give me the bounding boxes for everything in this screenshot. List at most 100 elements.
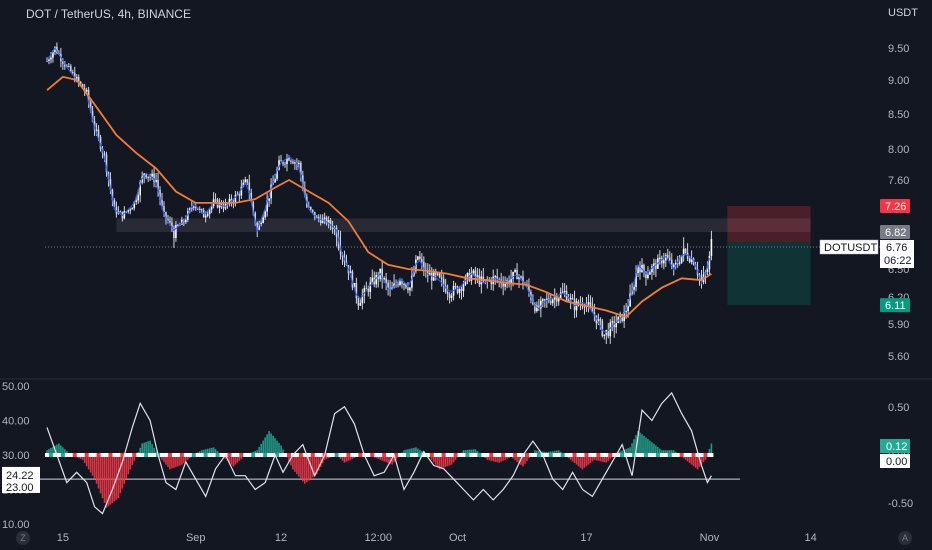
zero-line-marker: [691, 453, 696, 457]
candle-body: [280, 160, 282, 162]
symbol-tag-label: DOTUSDT: [824, 242, 877, 254]
candle-body: [365, 288, 368, 290]
candle-body: [637, 266, 639, 274]
zero-line-marker: [394, 453, 399, 457]
osc-left-tick-label: 40.00: [2, 416, 30, 428]
candle-body: [635, 273, 637, 287]
candle-body: [512, 271, 514, 279]
zero-line-marker: [191, 453, 196, 457]
candle-body: [81, 84, 84, 89]
price-tick-label: 5.60: [888, 351, 909, 363]
candle-body: [79, 81, 82, 85]
candle-body: [690, 258, 693, 263]
candle-body: [167, 218, 169, 221]
candle-body: [135, 200, 138, 202]
zero-line-marker: [334, 453, 339, 457]
fast-ma-line: [46, 46, 710, 334]
candle-body: [105, 154, 108, 173]
zero-line-marker: [72, 453, 77, 457]
right-level-tag-bg: [880, 439, 910, 453]
candle-body: [177, 224, 179, 226]
candle-body: [510, 278, 512, 284]
candle-body: [89, 102, 92, 112]
candle-body: [315, 216, 318, 218]
time-tick-label: 17: [580, 532, 592, 544]
candle-body: [187, 211, 189, 220]
candle-body: [353, 283, 356, 288]
candle-body: [171, 222, 173, 228]
candle-body: [462, 284, 465, 291]
zero-line-marker: [489, 453, 494, 457]
candle-body: [680, 255, 683, 263]
timezone-icon[interactable]: Z: [16, 531, 30, 545]
stop-loss-zone: [727, 206, 811, 242]
price-pane: [45, 42, 880, 344]
candle-body: [52, 51, 54, 58]
candle-body: [661, 257, 663, 264]
time-axis[interactable]: 15 Sep 12 12:00 Oct 17 Nov 14: [57, 532, 817, 544]
candle-body: [444, 285, 447, 293]
candle-body: [482, 276, 485, 282]
price-tag-bg: [880, 225, 910, 239]
time-tick-label: Nov: [700, 532, 720, 544]
candle-body: [670, 259, 673, 268]
zero-line-marker: [632, 453, 637, 457]
candle-body: [313, 211, 316, 218]
candle-body: [173, 227, 175, 238]
candle-body: [476, 275, 479, 277]
zero-line-marker: [703, 453, 708, 457]
currency-label: USDT: [888, 7, 918, 19]
left-level-tag-label: 24.22: [6, 470, 34, 482]
auto-scale-icon[interactable]: A: [898, 531, 912, 545]
candle-body: [169, 220, 171, 223]
candle-body: [666, 254, 669, 258]
time-tick-label: 15: [57, 532, 69, 544]
candle-body: [302, 175, 304, 188]
candle-body: [559, 292, 562, 298]
zero-line-marker: [96, 453, 101, 457]
zero-line-marker: [239, 453, 244, 457]
price-tick-label: 5.90: [888, 319, 909, 331]
candle-body: [349, 271, 352, 274]
candle-body: [309, 206, 312, 210]
candle-body: [317, 216, 320, 220]
candle-body: [633, 286, 635, 290]
candle-body: [506, 280, 508, 285]
candle-body: [292, 161, 294, 164]
candle-body: [99, 137, 102, 149]
zero-line-marker: [120, 453, 125, 457]
right-level-tag-bg: [880, 454, 910, 468]
candle-body: [351, 271, 354, 288]
candle-body: [260, 222, 262, 224]
right-level-tag-label: 0.12: [886, 441, 907, 453]
candle-body: [534, 304, 536, 312]
candle-body: [440, 277, 443, 280]
candle-body: [436, 273, 439, 275]
candle-body: [282, 161, 284, 164]
price-tag-label: 6.11: [885, 300, 906, 312]
candle-body: [545, 298, 548, 300]
zero-line-marker: [513, 453, 518, 457]
left-level-tag-label: 23.00: [6, 482, 34, 494]
candle-body: [294, 162, 296, 164]
candle-body: [103, 153, 106, 155]
candle-body: [603, 334, 606, 336]
candle-body: [403, 283, 405, 285]
candle-body: [222, 207, 225, 209]
candle-body: [542, 299, 544, 301]
candle-body: [276, 169, 278, 179]
candle-body: [46, 60, 48, 62]
candle-body: [339, 248, 342, 255]
candle-body: [664, 254, 667, 261]
symbol-title[interactable]: DOT / TetherUS, 4h, BINANCE: [26, 7, 191, 21]
candle-body: [706, 269, 709, 272]
candle-body: [163, 206, 165, 212]
candle-body: [325, 217, 328, 224]
zero-line-marker: [144, 453, 149, 457]
last-price-tag-label: 6.76: [886, 242, 907, 254]
candle-body: [569, 298, 572, 301]
price-pane-bg: [0, 0, 932, 378]
candle-body: [514, 269, 516, 272]
candle-body: [419, 256, 421, 260]
candle-body: [85, 89, 88, 92]
